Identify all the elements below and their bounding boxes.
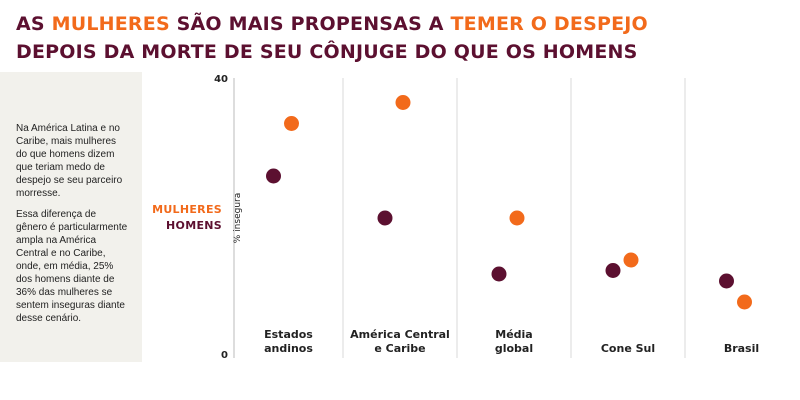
title-segment-2: SÃO MAIS PROPENSAS A: [169, 13, 451, 35]
legend-women: MULHERES: [152, 203, 222, 216]
category-label-3-line-0: Cone Sul: [601, 342, 655, 355]
legend: MULHERES HOMENS: [150, 202, 222, 234]
men-point-4: [719, 273, 734, 289]
title-segment-1: MULHERES: [51, 13, 170, 35]
women-point-1: [395, 95, 411, 110]
men-point-1: [377, 210, 393, 226]
category-label-1-line-1: e Caribe: [374, 342, 425, 355]
category-label-0-line-0: Estados: [264, 328, 313, 341]
category-label-2-line-1: global: [495, 342, 533, 355]
women-point-2: [509, 210, 525, 226]
title-line-2: DEPOIS DA MORTE DE SEU CÔNJUGE DO QUE OS…: [16, 41, 638, 63]
men-point-3: [605, 263, 621, 278]
title-segment-3: TEMER O DESPEJO: [450, 13, 648, 35]
title-segment-0: AS: [16, 13, 52, 35]
description-panel: Na América Latina e no Caribe, mais mulh…: [0, 72, 142, 362]
men-point-2: [491, 266, 507, 282]
category-label-0-line-1: andinos: [264, 342, 313, 355]
category-label-4-line-0: Brasil: [724, 342, 759, 355]
chart-title: AS MULHERES SÃO MAIS PROPENSAS A TEMER O…: [16, 10, 786, 66]
women-point-3: [623, 252, 639, 268]
y-axis-label: % insegura: [233, 193, 243, 243]
legend-men: HOMENS: [166, 219, 222, 232]
women-point-4: [737, 294, 752, 310]
men-point-0: [266, 168, 281, 184]
y-tick-label-0: 0: [221, 350, 228, 361]
category-label-2-line-0: Média: [495, 328, 532, 341]
description-paragraph-2: Essa diferença de gênero é particularmen…: [16, 209, 128, 324]
category-label-1-line-0: América Central: [350, 328, 450, 341]
y-tick-label-40: 40: [214, 74, 228, 85]
women-point-0: [284, 116, 299, 131]
title-line-1: AS MULHERES SÃO MAIS PROPENSAS A TEMER O…: [16, 10, 786, 38]
description-paragraph-1: Na América Latina e no Caribe, mais mulh…: [16, 123, 123, 199]
